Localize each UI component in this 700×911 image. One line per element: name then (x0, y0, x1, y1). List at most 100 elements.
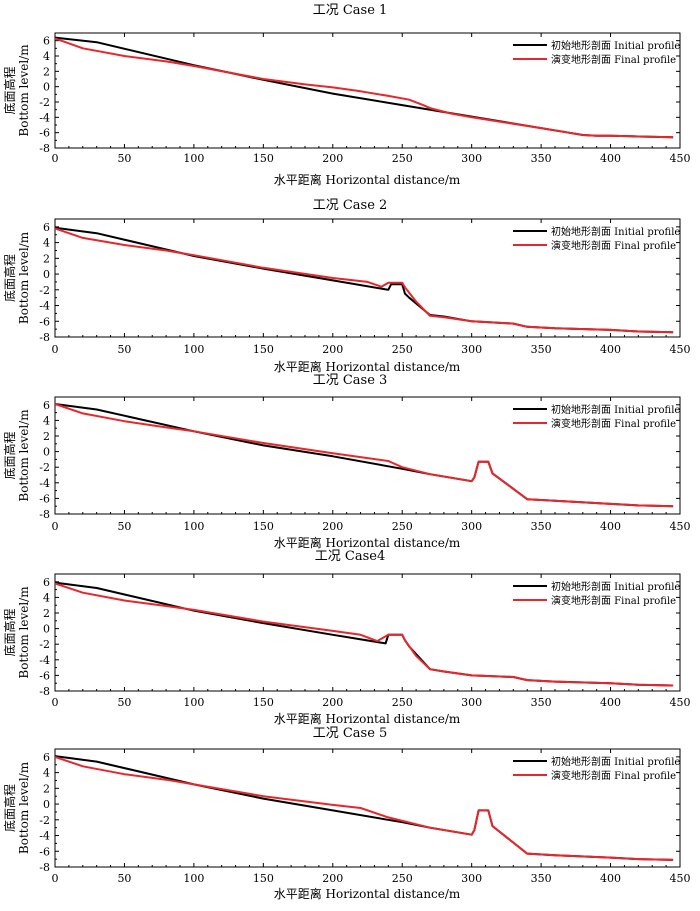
series-final-profile-line (54, 755, 674, 861)
legend-label-final: 演变地形剖面 Final profile (551, 239, 676, 252)
series-final-profile-line (54, 37, 674, 139)
y-tick-label: -2 (39, 814, 50, 827)
x-tick-label: 250 (392, 520, 413, 533)
y-tick-label: -4 (39, 477, 50, 490)
x-tick-label: 50 (117, 520, 131, 533)
x-tick-label: 250 (392, 343, 413, 356)
x-tick-label: 300 (461, 520, 482, 533)
x-tick-label: 150 (253, 520, 274, 533)
y-tick-label: 6 (43, 35, 50, 48)
chart-panel-2: 工况 Case 2 0 50 100 150 200 250 300 350 400 450 -8 -6… (2, 198, 691, 374)
y-tick-label: -4 (39, 300, 50, 313)
y-tick-label: 6 (43, 221, 50, 234)
x-tick-label: 50 (117, 343, 131, 356)
x-tick-label: 350 (531, 152, 552, 165)
x-tick-label: 450 (670, 343, 691, 356)
x-tick-label: 150 (253, 872, 274, 885)
x-tick-label: 150 (253, 343, 274, 356)
x-tick-label: 450 (670, 520, 691, 533)
x-axis-label: 水平距离 Horizontal distance/m (274, 886, 461, 901)
x-tick-label: 100 (183, 520, 204, 533)
y-tick-label: -8 (39, 142, 50, 155)
y-axis-label-en: Bottom level/m (17, 231, 31, 324)
y-tick-label: 4 (43, 767, 50, 780)
x-tick-label: 100 (183, 872, 204, 885)
y-tick-label: -4 (39, 830, 50, 843)
chart-title: 工况 Case 1 (313, 3, 388, 18)
x-tick-label: 350 (531, 520, 552, 533)
y-tick-label: 6 (43, 576, 50, 589)
x-tick-label: 400 (600, 520, 621, 533)
y-tick-label: 0 (43, 268, 50, 281)
y-tick-label: 2 (43, 252, 50, 265)
series-final-profile-line (54, 582, 674, 687)
y-tick-label: 2 (43, 607, 50, 620)
y-tick-label: 2 (43, 430, 50, 443)
y-tick-label: 4 (43, 414, 50, 427)
y-axis-label-en: Bottom level/m (17, 44, 31, 137)
plot-frame (54, 748, 681, 868)
x-tick-label: 150 (253, 696, 274, 709)
plot-frame (54, 573, 681, 692)
legend-label-initial: 初始地形剖面 Initial profile (551, 39, 680, 52)
x-tick-label: 0 (52, 152, 59, 165)
x-tick-label: 200 (322, 152, 343, 165)
y-tick-label: 4 (43, 50, 50, 63)
plot-frame (54, 32, 681, 149)
y-tick-label: -8 (39, 685, 50, 698)
legend-label-initial: 初始地形剖面 Initial profile (551, 225, 680, 238)
legend-label-initial: 初始地形剖面 Initial profile (551, 755, 680, 768)
y-axis-label-cn: 底面高程 (2, 66, 17, 114)
y-tick-label: 6 (43, 751, 50, 764)
y-tick-label: 0 (43, 81, 50, 94)
chart-panel-4: 工况 Case4 0 50 100 150 200 250 300 350 400 450 -8 -6 -… (2, 549, 691, 726)
x-tick-label: 50 (117, 152, 131, 165)
y-tick-label: -2 (39, 461, 50, 474)
x-tick-label: 250 (392, 152, 413, 165)
x-tick-label: 0 (52, 872, 59, 885)
x-tick-label: 300 (461, 696, 482, 709)
x-tick-label: 200 (322, 343, 343, 356)
x-tick-label: 200 (322, 696, 343, 709)
y-tick-label: -2 (39, 96, 50, 109)
y-tick-label: 0 (43, 446, 50, 459)
chart-title: 工况 Case 3 (313, 373, 388, 388)
legend-label-final: 演变地形剖面 Final profile (551, 769, 676, 782)
y-tick-label: -4 (39, 111, 50, 124)
y-tick-label: -6 (39, 669, 50, 682)
x-tick-label: 150 (253, 152, 274, 165)
y-tick-label: -8 (39, 508, 50, 521)
y-axis-label-en: Bottom level/m (17, 409, 31, 502)
x-axis-label: 水平距离 Horizontal distance/m (274, 711, 461, 726)
y-axis-label-cn: 底面高程 (2, 254, 17, 302)
y-tick-label: 2 (43, 782, 50, 795)
series-final-profile-line (54, 227, 674, 334)
y-axis-label-en: Bottom level/m (17, 761, 31, 854)
y-tick-label: 2 (43, 65, 50, 78)
x-tick-label: 100 (183, 152, 204, 165)
y-tick-label: -6 (39, 315, 50, 328)
x-tick-label: 450 (670, 696, 691, 709)
x-tick-label: 350 (531, 696, 552, 709)
x-tick-label: 300 (461, 872, 482, 885)
x-tick-label: 350 (531, 872, 552, 885)
y-tick-label: -6 (39, 492, 50, 505)
y-axis-label-en: Bottom level/m (17, 586, 31, 679)
chart-panel-5: 工况 Case 5 0 50 100 150 200 250 300 350 400 450 -8 -6… (2, 726, 691, 901)
x-tick-label: 100 (183, 343, 204, 356)
x-tick-label: 250 (392, 696, 413, 709)
x-tick-label: 50 (117, 696, 131, 709)
x-tick-label: 0 (52, 343, 59, 356)
y-tick-label: -4 (39, 654, 50, 667)
x-tick-label: 400 (600, 343, 621, 356)
y-tick-label: -2 (39, 284, 50, 297)
x-tick-label: 250 (392, 872, 413, 885)
y-axis-label-cn: 底面高程 (2, 431, 17, 479)
x-tick-label: 400 (600, 872, 621, 885)
x-tick-label: 450 (670, 872, 691, 885)
x-tick-label: 50 (117, 872, 131, 885)
y-tick-label: 4 (43, 591, 50, 604)
series-final-profile-line (54, 403, 674, 508)
x-axis-label: 水平距离 Horizontal distance/m (274, 172, 461, 187)
